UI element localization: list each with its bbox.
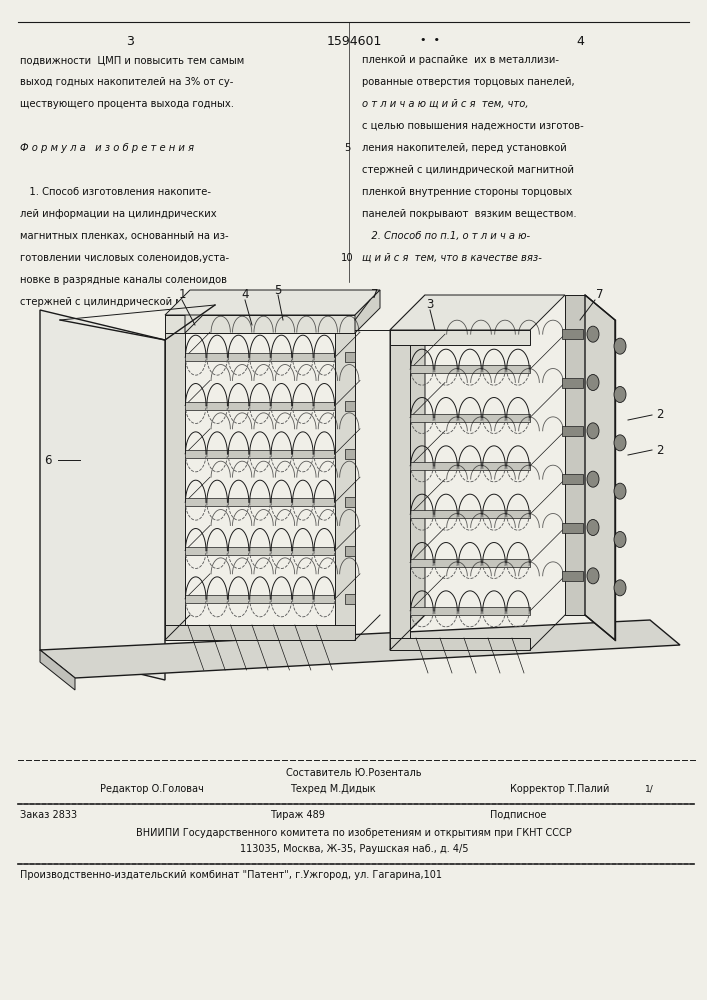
Polygon shape — [562, 571, 583, 581]
Polygon shape — [185, 450, 335, 458]
Text: 1/: 1/ — [645, 784, 654, 793]
Text: Тираж 489: Тираж 489 — [270, 810, 325, 820]
Text: щ и й с я  тем, что в качестве вяз-: щ и й с я тем, что в качестве вяз- — [362, 253, 542, 263]
Text: ществующего процента выхода годных.: ществующего процента выхода годных. — [20, 99, 234, 109]
Polygon shape — [165, 315, 185, 640]
Polygon shape — [345, 352, 355, 362]
Text: 5: 5 — [344, 143, 350, 153]
Ellipse shape — [587, 326, 599, 342]
Polygon shape — [565, 295, 585, 615]
Polygon shape — [562, 377, 583, 387]
Text: новке в разрядные каналы соленоидов: новке в разрядные каналы соленоидов — [20, 275, 227, 285]
Ellipse shape — [614, 338, 626, 354]
Polygon shape — [562, 474, 583, 484]
Polygon shape — [562, 329, 583, 339]
Polygon shape — [185, 353, 335, 361]
Text: 2: 2 — [656, 444, 664, 456]
Text: 1594601: 1594601 — [327, 35, 382, 48]
Text: лей информации на цилиндрических: лей информации на цилиндрических — [20, 209, 216, 219]
Ellipse shape — [614, 483, 626, 499]
Text: 5: 5 — [274, 284, 281, 296]
Text: панелей покрывают  вязким веществом.: панелей покрывают вязким веществом. — [362, 209, 577, 219]
Polygon shape — [345, 449, 355, 459]
Polygon shape — [390, 638, 530, 650]
Polygon shape — [165, 290, 380, 315]
Polygon shape — [390, 330, 530, 345]
Text: выход годных накопителей на 3% от су-: выход годных накопителей на 3% от су- — [20, 77, 233, 87]
Text: Подписное: Подписное — [490, 810, 547, 820]
Polygon shape — [40, 650, 75, 690]
Text: подвижности  ЦМП и повысить тем самым: подвижности ЦМП и повысить тем самым — [20, 55, 244, 65]
Polygon shape — [562, 522, 583, 532]
Ellipse shape — [614, 532, 626, 548]
Polygon shape — [410, 510, 530, 518]
Text: 4: 4 — [576, 35, 584, 48]
Polygon shape — [410, 414, 530, 422]
Polygon shape — [345, 497, 355, 507]
Text: Производственно-издательский комбинат "Патент", г.Ужгород, ул. Гагарина,101: Производственно-издательский комбинат "П… — [20, 870, 442, 880]
Text: •  •: • • — [420, 35, 440, 45]
Polygon shape — [165, 625, 355, 640]
Text: стержней с цилиндрической магнитной: стержней с цилиндрической магнитной — [20, 297, 232, 307]
Polygon shape — [390, 295, 565, 330]
Text: 3: 3 — [426, 298, 433, 312]
Polygon shape — [40, 310, 165, 680]
Text: 3: 3 — [126, 35, 134, 48]
Polygon shape — [345, 546, 355, 556]
Polygon shape — [185, 498, 335, 506]
Text: 2: 2 — [656, 408, 664, 422]
Polygon shape — [410, 462, 530, 470]
Ellipse shape — [587, 520, 599, 536]
Polygon shape — [185, 401, 335, 410]
Text: с целью повышения надежности изготов-: с целью повышения надежности изготов- — [362, 121, 584, 131]
Text: 6: 6 — [45, 454, 52, 466]
Text: ления накопителей, перед установкой: ления накопителей, перед установкой — [362, 143, 567, 153]
Text: пленкой и распайке  их в металлизи-: пленкой и распайке их в металлизи- — [362, 55, 559, 65]
Text: 2. Способ по п.1, о т л и ч а ю-: 2. Способ по п.1, о т л и ч а ю- — [362, 231, 530, 241]
Polygon shape — [185, 595, 335, 603]
Polygon shape — [345, 594, 355, 604]
Polygon shape — [355, 290, 380, 333]
Text: Техред М.Дидык: Техред М.Дидык — [290, 784, 375, 794]
Polygon shape — [335, 315, 355, 640]
Text: 4: 4 — [241, 288, 249, 302]
Polygon shape — [562, 426, 583, 436]
Text: готовлении числовых соленоидов,уста-: готовлении числовых соленоидов,уста- — [20, 253, 229, 263]
Ellipse shape — [587, 568, 599, 584]
Text: ВНИИПИ Государственного комитета по изобретениям и открытиям при ГКНТ СССР: ВНИИПИ Государственного комитета по изоб… — [136, 828, 572, 838]
Polygon shape — [410, 558, 530, 566]
Text: о т л и ч а ю щ и й с я  тем, что,: о т л и ч а ю щ и й с я тем, что, — [362, 99, 529, 109]
Polygon shape — [345, 400, 355, 410]
Text: магнитных пленках, основанный на из-: магнитных пленках, основанный на из- — [20, 231, 228, 241]
Text: рованные отверстия торцовых панелей,: рованные отверстия торцовых панелей, — [362, 77, 575, 87]
Polygon shape — [410, 607, 530, 615]
Polygon shape — [410, 365, 530, 373]
Text: Ф о р м у л а   и з о б р е т е н и я: Ф о р м у л а и з о б р е т е н и я — [20, 143, 194, 153]
Ellipse shape — [587, 423, 599, 439]
Polygon shape — [185, 546, 335, 554]
Ellipse shape — [614, 386, 626, 402]
Ellipse shape — [587, 471, 599, 487]
Ellipse shape — [614, 580, 626, 596]
Polygon shape — [185, 290, 210, 333]
Text: 10: 10 — [341, 253, 354, 263]
Text: пленкой внутренние стороны торцовых: пленкой внутренние стороны торцовых — [362, 187, 572, 197]
Text: Корректор Т.Палий: Корректор Т.Палий — [510, 784, 609, 794]
Polygon shape — [390, 330, 410, 650]
Text: 7: 7 — [371, 288, 379, 302]
Text: Редактор О.Головач: Редактор О.Головач — [100, 784, 204, 794]
Text: Заказ 2833: Заказ 2833 — [20, 810, 77, 820]
Text: стержней с цилиндрической магнитной: стержней с цилиндрической магнитной — [362, 165, 574, 175]
Text: Составитель Ю.Розенталь: Составитель Ю.Розенталь — [286, 768, 422, 778]
Ellipse shape — [614, 435, 626, 451]
Polygon shape — [40, 620, 680, 678]
Ellipse shape — [587, 374, 599, 390]
Text: 7: 7 — [596, 288, 604, 302]
Polygon shape — [165, 315, 355, 333]
Text: 1. Способ изготовления накопите-: 1. Способ изготовления накопите- — [20, 187, 211, 197]
Polygon shape — [585, 295, 615, 640]
Text: 1: 1 — [178, 288, 186, 302]
Text: 113035, Москва, Ж-35, Раушская наб., д. 4/5: 113035, Москва, Ж-35, Раушская наб., д. … — [240, 844, 468, 854]
Polygon shape — [390, 295, 425, 650]
